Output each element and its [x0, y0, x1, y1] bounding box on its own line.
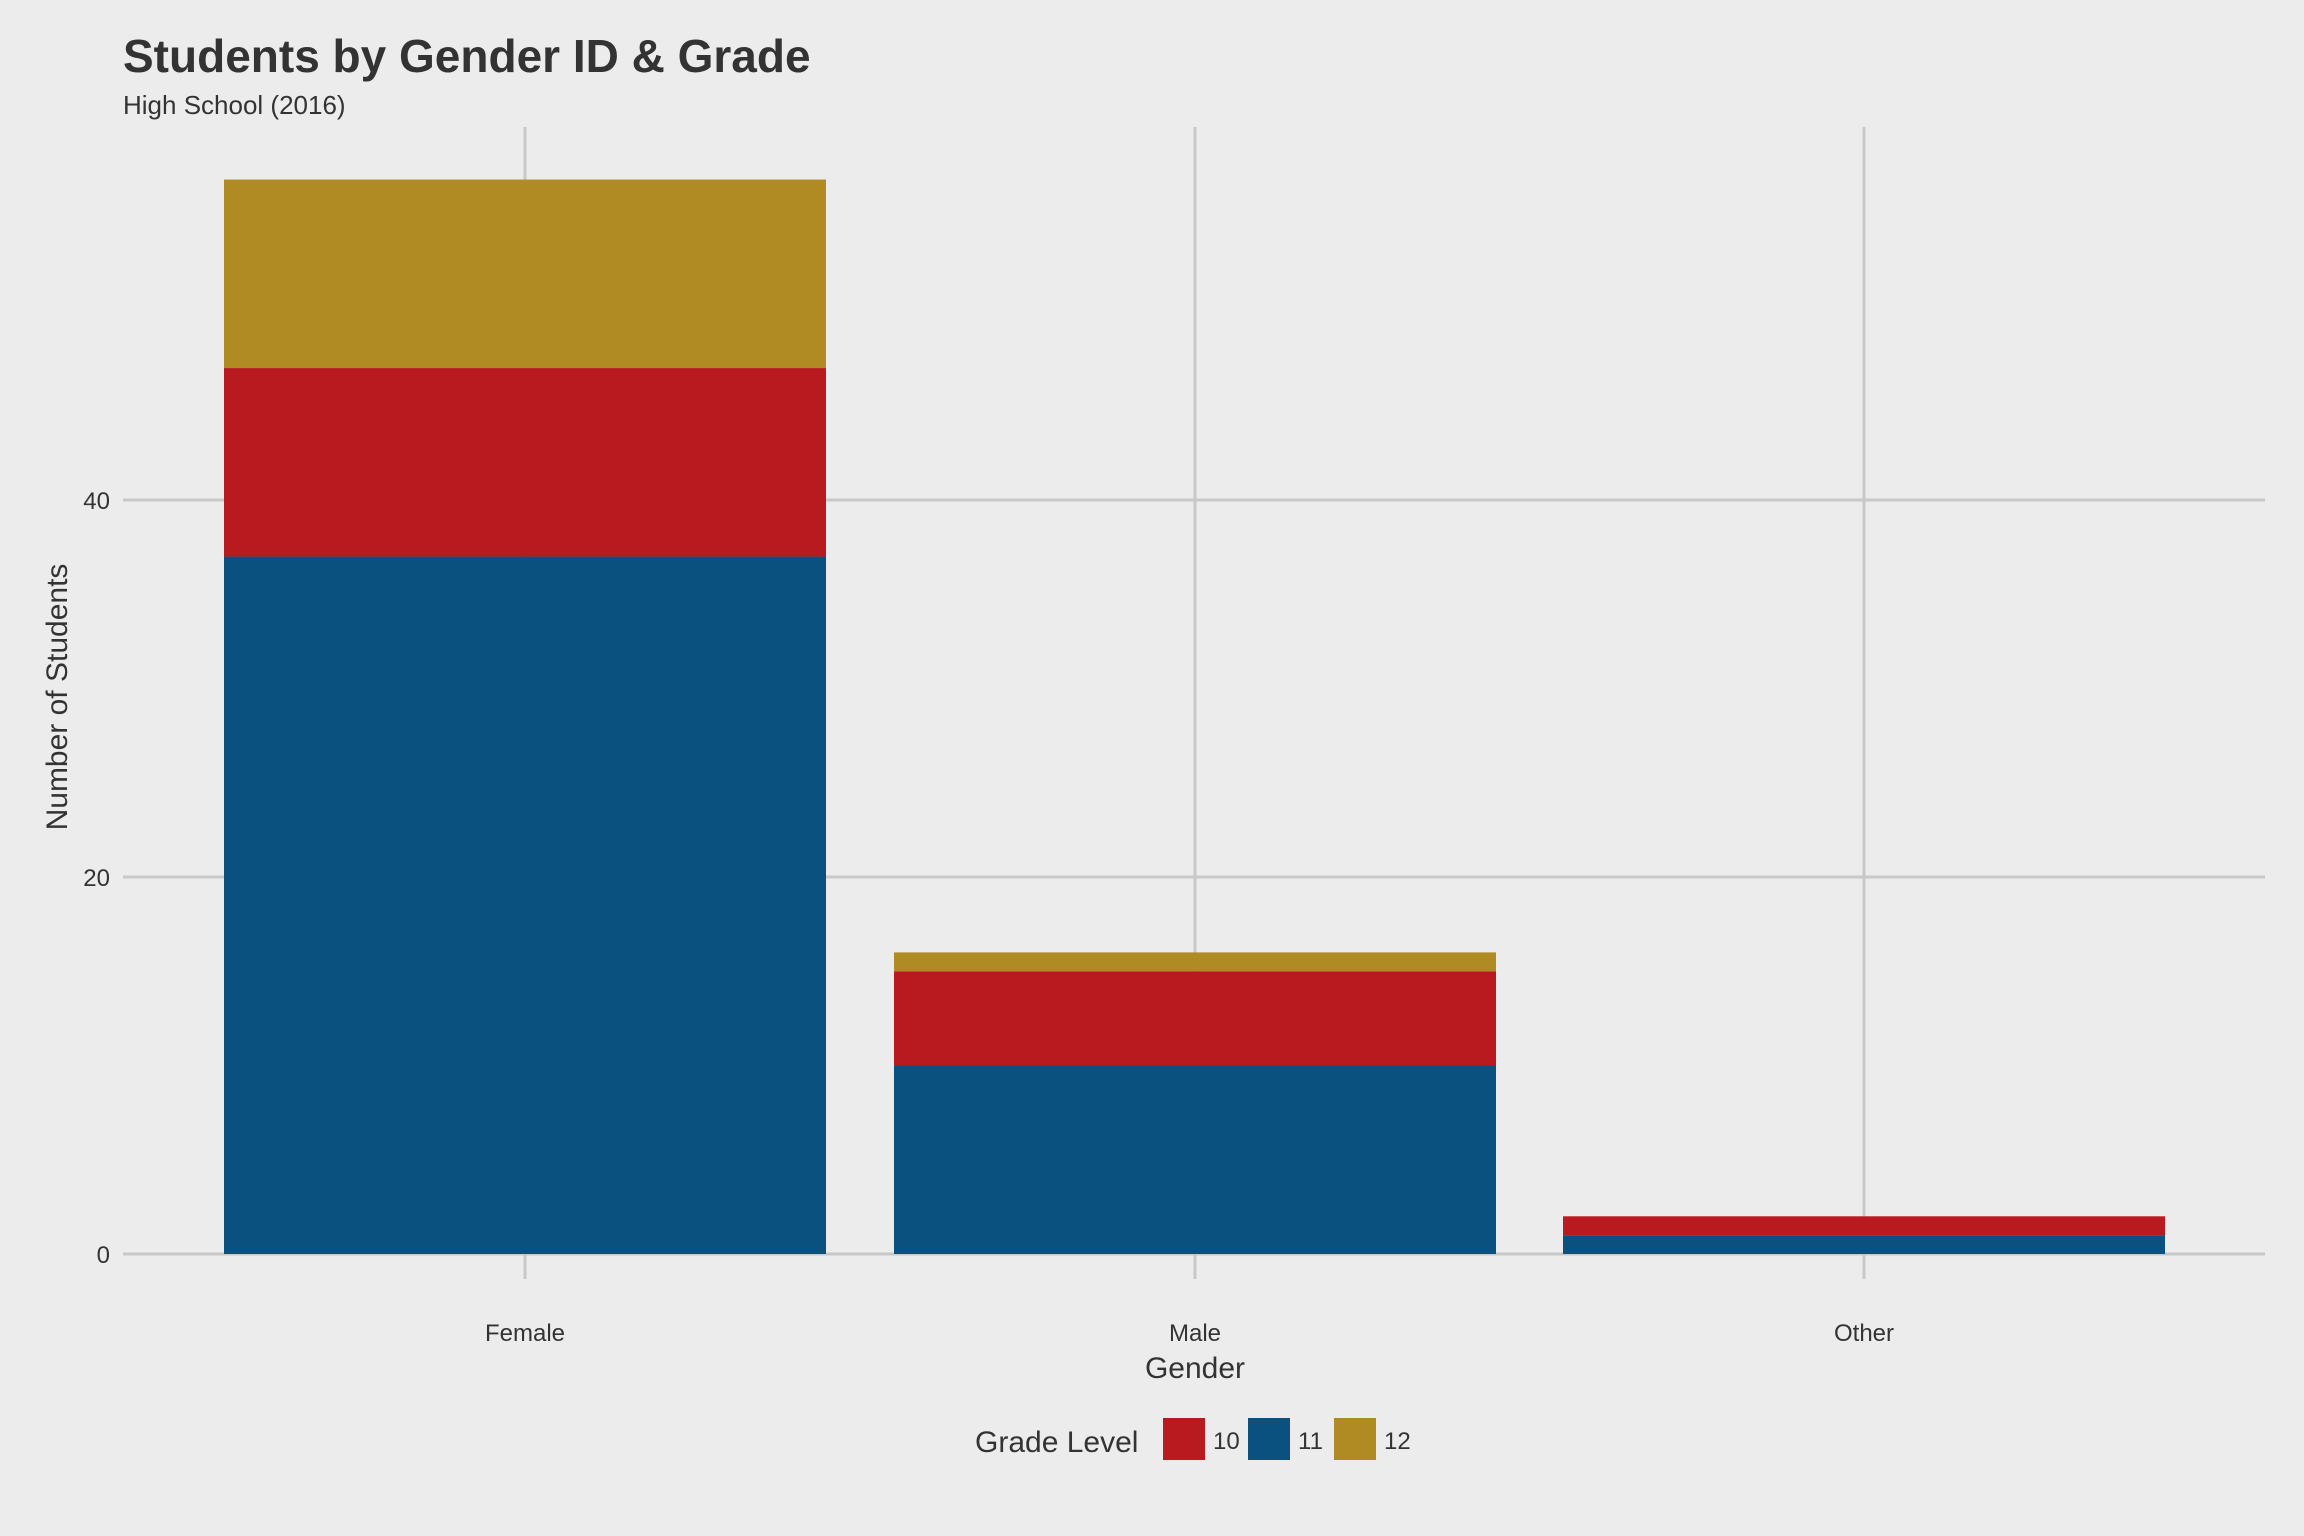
x-axis-title: Gender [1145, 1352, 1245, 1385]
bar-female-grade-10 [224, 368, 826, 557]
bar-other-grade-11 [1563, 1235, 2165, 1254]
legend-title: Grade Level [975, 1426, 1138, 1459]
legend-label-12: 12 [1384, 1428, 1411, 1455]
bars [224, 179, 2165, 1254]
x-tick-label: Male [1169, 1320, 1221, 1347]
y-tick-label: 0 [97, 1242, 110, 1269]
y-tick-label: 40 [83, 488, 110, 515]
bar-female-grade-12 [224, 179, 826, 369]
bar-male-grade-11 [894, 1065, 1496, 1254]
bar-other-grade-10 [1563, 1216, 2165, 1236]
bar-female-grade-11 [224, 556, 826, 1254]
legend-key-10 [1163, 1418, 1205, 1460]
chart-title: Students by Gender ID & Grade [123, 30, 811, 82]
bar-male-grade-12 [894, 952, 1496, 972]
y-axis-title: Number of Students [41, 564, 74, 831]
legend-label-11: 11 [1298, 1428, 1323, 1455]
x-tick-label: Female [485, 1320, 565, 1347]
bar-male-grade-10 [894, 971, 1496, 1066]
chart-subtitle: High School (2016) [123, 90, 346, 120]
x-tick-label: Other [1834, 1320, 1894, 1347]
legend-key-11 [1248, 1418, 1290, 1460]
y-tick-label: 20 [83, 865, 110, 892]
legend: Grade Level 10 11 12 [975, 1418, 1411, 1460]
y-axis-ticks: 0 20 40 [83, 488, 110, 1269]
x-axis-ticks: Female Male Other [485, 1320, 1894, 1347]
legend-key-12 [1334, 1418, 1376, 1460]
legend-label-10: 10 [1213, 1428, 1240, 1455]
